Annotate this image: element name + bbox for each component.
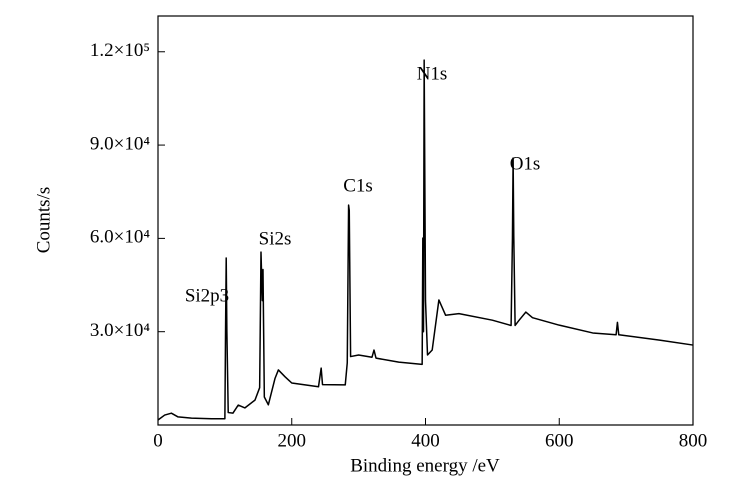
y-tick-label: 9.0×10⁴ [90, 133, 150, 154]
peak-label: C1s [343, 175, 373, 196]
y-tick-label: 6.0×10⁴ [90, 227, 150, 248]
peak-label: N1s [417, 63, 448, 84]
x-axis-label: Binding energy /eV [350, 455, 500, 476]
y-tick-label: 1.2×10⁵ [90, 40, 150, 61]
peak-label: Si2p3 [185, 285, 229, 306]
x-tick-label: 800 [679, 430, 708, 451]
x-tick-label: 600 [545, 430, 574, 451]
peak-label: Si2s [259, 228, 292, 249]
x-tick-label: 200 [278, 430, 307, 451]
spectrum-line [157, 59, 694, 421]
y-tick-label: 3.0×10⁴ [90, 320, 150, 341]
y-axis-label: Counts/s [33, 187, 54, 254]
peak-label: O1s [510, 153, 541, 174]
x-tick-label: 0 [153, 430, 163, 451]
x-tick-label: 400 [411, 430, 440, 451]
